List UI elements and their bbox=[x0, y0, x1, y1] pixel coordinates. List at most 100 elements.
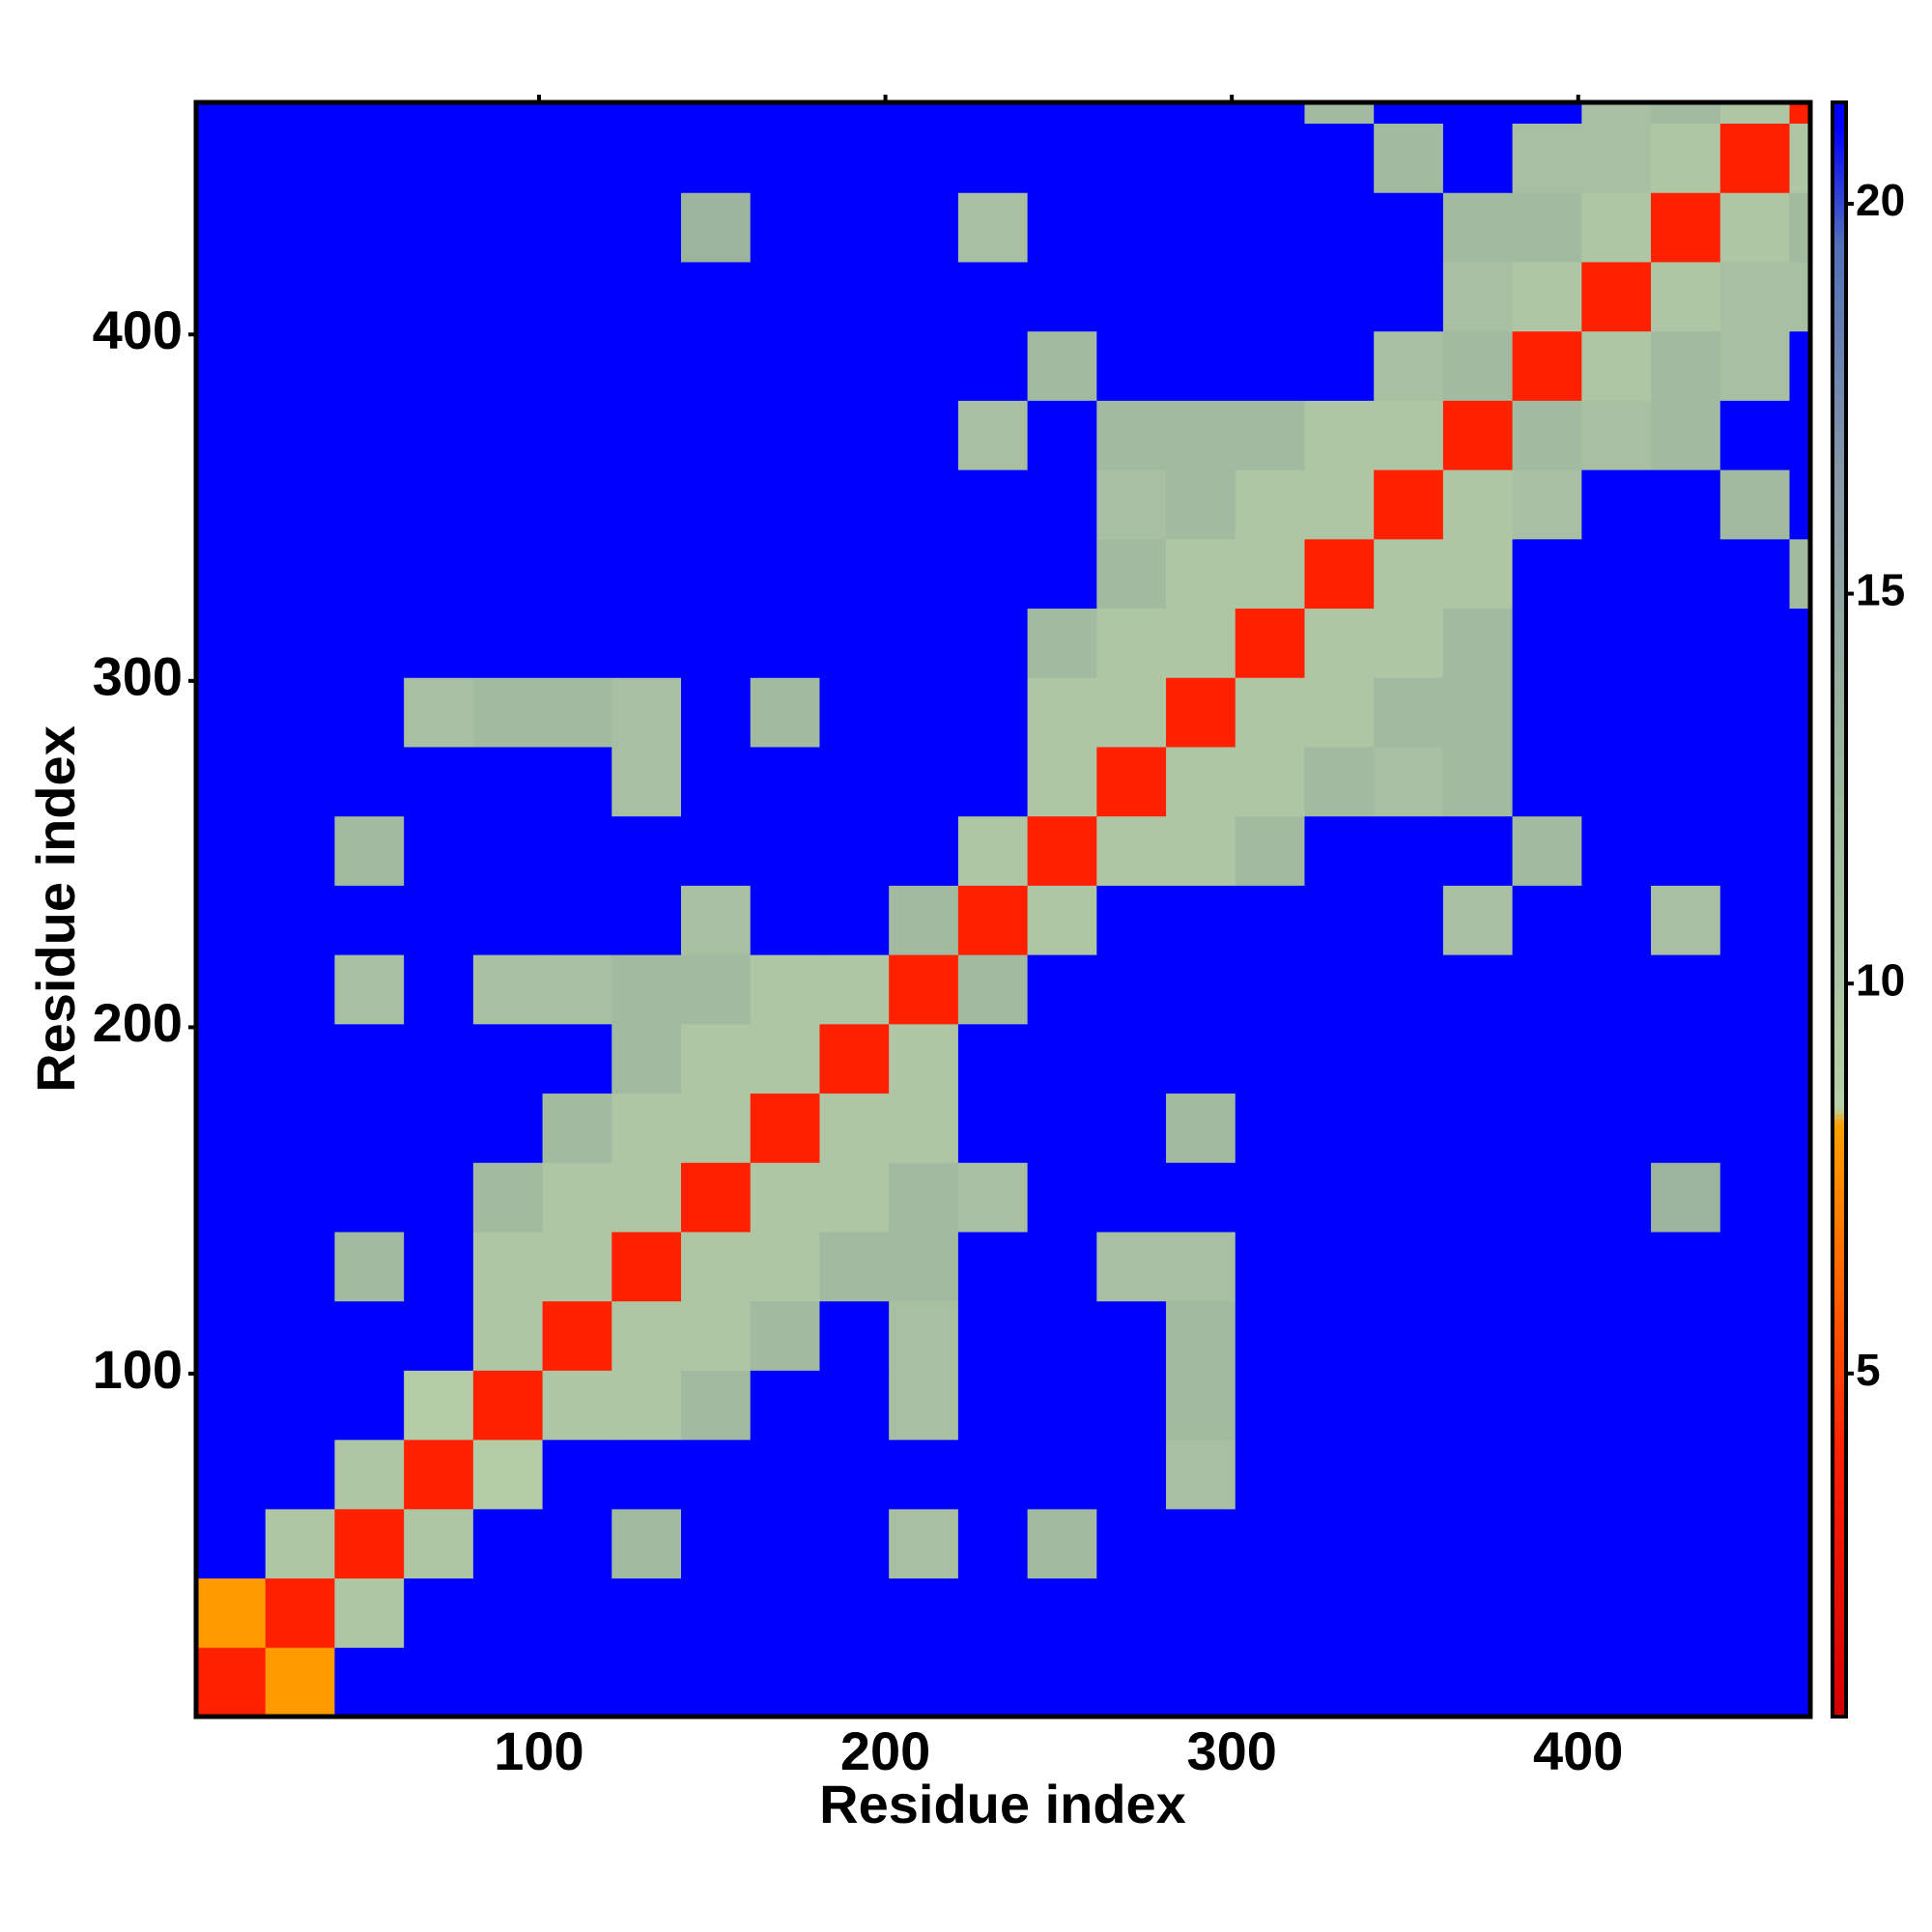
heatmap-cell bbox=[750, 538, 820, 610]
heatmap-cell bbox=[404, 469, 474, 540]
heatmap-cell bbox=[1304, 885, 1375, 955]
colorbar-segment bbox=[1833, 1491, 1846, 1497]
heatmap-cell bbox=[1027, 1647, 1097, 1718]
heatmap-cell bbox=[1235, 1093, 1305, 1163]
heatmap-cell bbox=[1304, 1162, 1375, 1233]
colorbar-segment bbox=[1833, 1076, 1846, 1083]
colorbar-segment bbox=[1833, 817, 1846, 824]
heatmap-cell bbox=[1166, 330, 1236, 401]
colorbar-segment bbox=[1833, 1522, 1846, 1529]
heatmap-cell bbox=[1096, 469, 1167, 540]
heatmap-cell bbox=[334, 1370, 405, 1440]
heatmap-cell bbox=[889, 469, 959, 540]
heatmap-cell bbox=[1096, 102, 1167, 125]
colorbar-segment bbox=[1833, 1426, 1846, 1433]
heatmap-cell bbox=[472, 123, 544, 193]
colorbar-segment bbox=[1833, 726, 1846, 733]
heatmap-cell bbox=[1096, 608, 1167, 678]
heatmap-cells bbox=[196, 102, 1811, 1718]
heatmap-cell bbox=[1719, 1093, 1790, 1163]
heatmap-cell bbox=[1581, 1162, 1652, 1233]
heatmap-cell bbox=[1304, 1439, 1375, 1510]
heatmap-cell bbox=[404, 1093, 474, 1163]
heatmap-cell bbox=[1442, 330, 1514, 401]
colorbar-tick-label: 20 bbox=[1856, 175, 1905, 225]
heatmap-cell bbox=[334, 1300, 405, 1371]
heatmap-cell bbox=[265, 123, 335, 193]
colorbar-segment bbox=[1833, 1479, 1846, 1487]
colorbar-segment bbox=[1833, 903, 1846, 911]
colorbar-segment bbox=[1833, 151, 1846, 157]
heatmap-cell bbox=[1374, 1162, 1444, 1233]
heatmap-cell bbox=[1096, 538, 1167, 610]
heatmap-cell bbox=[1235, 1439, 1305, 1510]
colorbar-segment bbox=[1833, 1544, 1846, 1550]
heatmap-cell bbox=[1027, 1577, 1097, 1648]
heatmap-cell bbox=[196, 1231, 267, 1302]
colorbar-segment bbox=[1833, 118, 1846, 125]
heatmap-cell bbox=[1651, 1300, 1721, 1371]
heatmap-cell bbox=[1581, 1370, 1652, 1440]
heatmap-cell bbox=[542, 1023, 612, 1094]
heatmap-cell bbox=[1235, 192, 1305, 263]
colorbar-segment bbox=[1833, 721, 1846, 727]
heatmap-cell bbox=[1235, 746, 1305, 817]
colorbar-segment bbox=[1833, 226, 1846, 233]
heatmap-cell bbox=[1166, 469, 1236, 540]
heatmap-cell bbox=[681, 1300, 752, 1371]
heatmap-cell bbox=[1027, 1162, 1097, 1233]
colorbar-segment bbox=[1833, 377, 1846, 384]
heatmap-cell bbox=[1235, 330, 1305, 401]
heatmap-cell bbox=[1027, 1439, 1097, 1510]
heatmap-cell bbox=[1719, 1370, 1790, 1440]
heatmap-cell bbox=[472, 261, 544, 332]
colorbar-segment bbox=[1833, 425, 1846, 432]
heatmap-cell bbox=[334, 1439, 405, 1510]
heatmap-cell bbox=[889, 1439, 959, 1510]
colorbar-segment bbox=[1833, 990, 1846, 997]
heatmap-cell bbox=[1581, 608, 1652, 678]
heatmap-cell bbox=[1374, 538, 1444, 610]
heatmap-cell bbox=[889, 1370, 959, 1440]
heatmap-cell bbox=[334, 1093, 405, 1163]
colorbar-segment bbox=[1833, 473, 1846, 480]
colorbar-segment bbox=[1833, 419, 1846, 426]
colorbar-segment bbox=[1833, 979, 1846, 986]
heatmap-cell bbox=[1651, 400, 1721, 470]
y-axis-title: Residue index bbox=[25, 725, 86, 1093]
heatmap-cell bbox=[1166, 1300, 1236, 1371]
colorbar-segment bbox=[1833, 1135, 1846, 1142]
heatmap-cell bbox=[542, 1300, 612, 1371]
heatmap-cell bbox=[750, 261, 820, 332]
heatmap-cell bbox=[889, 192, 959, 263]
heatmap-cell bbox=[1512, 954, 1582, 1025]
heatmap-cell bbox=[611, 1300, 682, 1371]
colorbar-segment bbox=[1833, 1355, 1846, 1362]
heatmap-cell bbox=[681, 815, 752, 886]
heatmap-cell bbox=[889, 746, 959, 817]
colorbar-segment bbox=[1833, 737, 1846, 744]
heatmap-cell bbox=[472, 330, 544, 401]
colorbar-segment bbox=[1833, 457, 1846, 464]
colorbar-segment bbox=[1833, 1657, 1846, 1663]
heatmap-cell bbox=[957, 192, 1029, 263]
colorbar-segment bbox=[1833, 1399, 1846, 1406]
colorbar-segment bbox=[1833, 436, 1846, 442]
heatmap-cell bbox=[1651, 1231, 1721, 1302]
heatmap-cell bbox=[196, 954, 267, 1025]
heatmap-cell bbox=[265, 261, 335, 332]
heatmap-cell bbox=[750, 885, 820, 955]
heatmap-cell bbox=[265, 1647, 335, 1718]
heatmap-cell bbox=[611, 1577, 682, 1648]
heatmap-cell bbox=[1027, 1093, 1097, 1163]
heatmap-cell bbox=[1442, 261, 1514, 332]
heatmap-cell bbox=[542, 954, 612, 1025]
colorbar-segment bbox=[1833, 204, 1846, 211]
heatmap-cell bbox=[1442, 1300, 1514, 1371]
heatmap-cell bbox=[889, 538, 959, 610]
heatmap-cell bbox=[1442, 538, 1514, 610]
heatmap-cell bbox=[542, 1231, 612, 1302]
colorbar-segment bbox=[1833, 715, 1846, 723]
colorbar-segment bbox=[1833, 1248, 1846, 1255]
